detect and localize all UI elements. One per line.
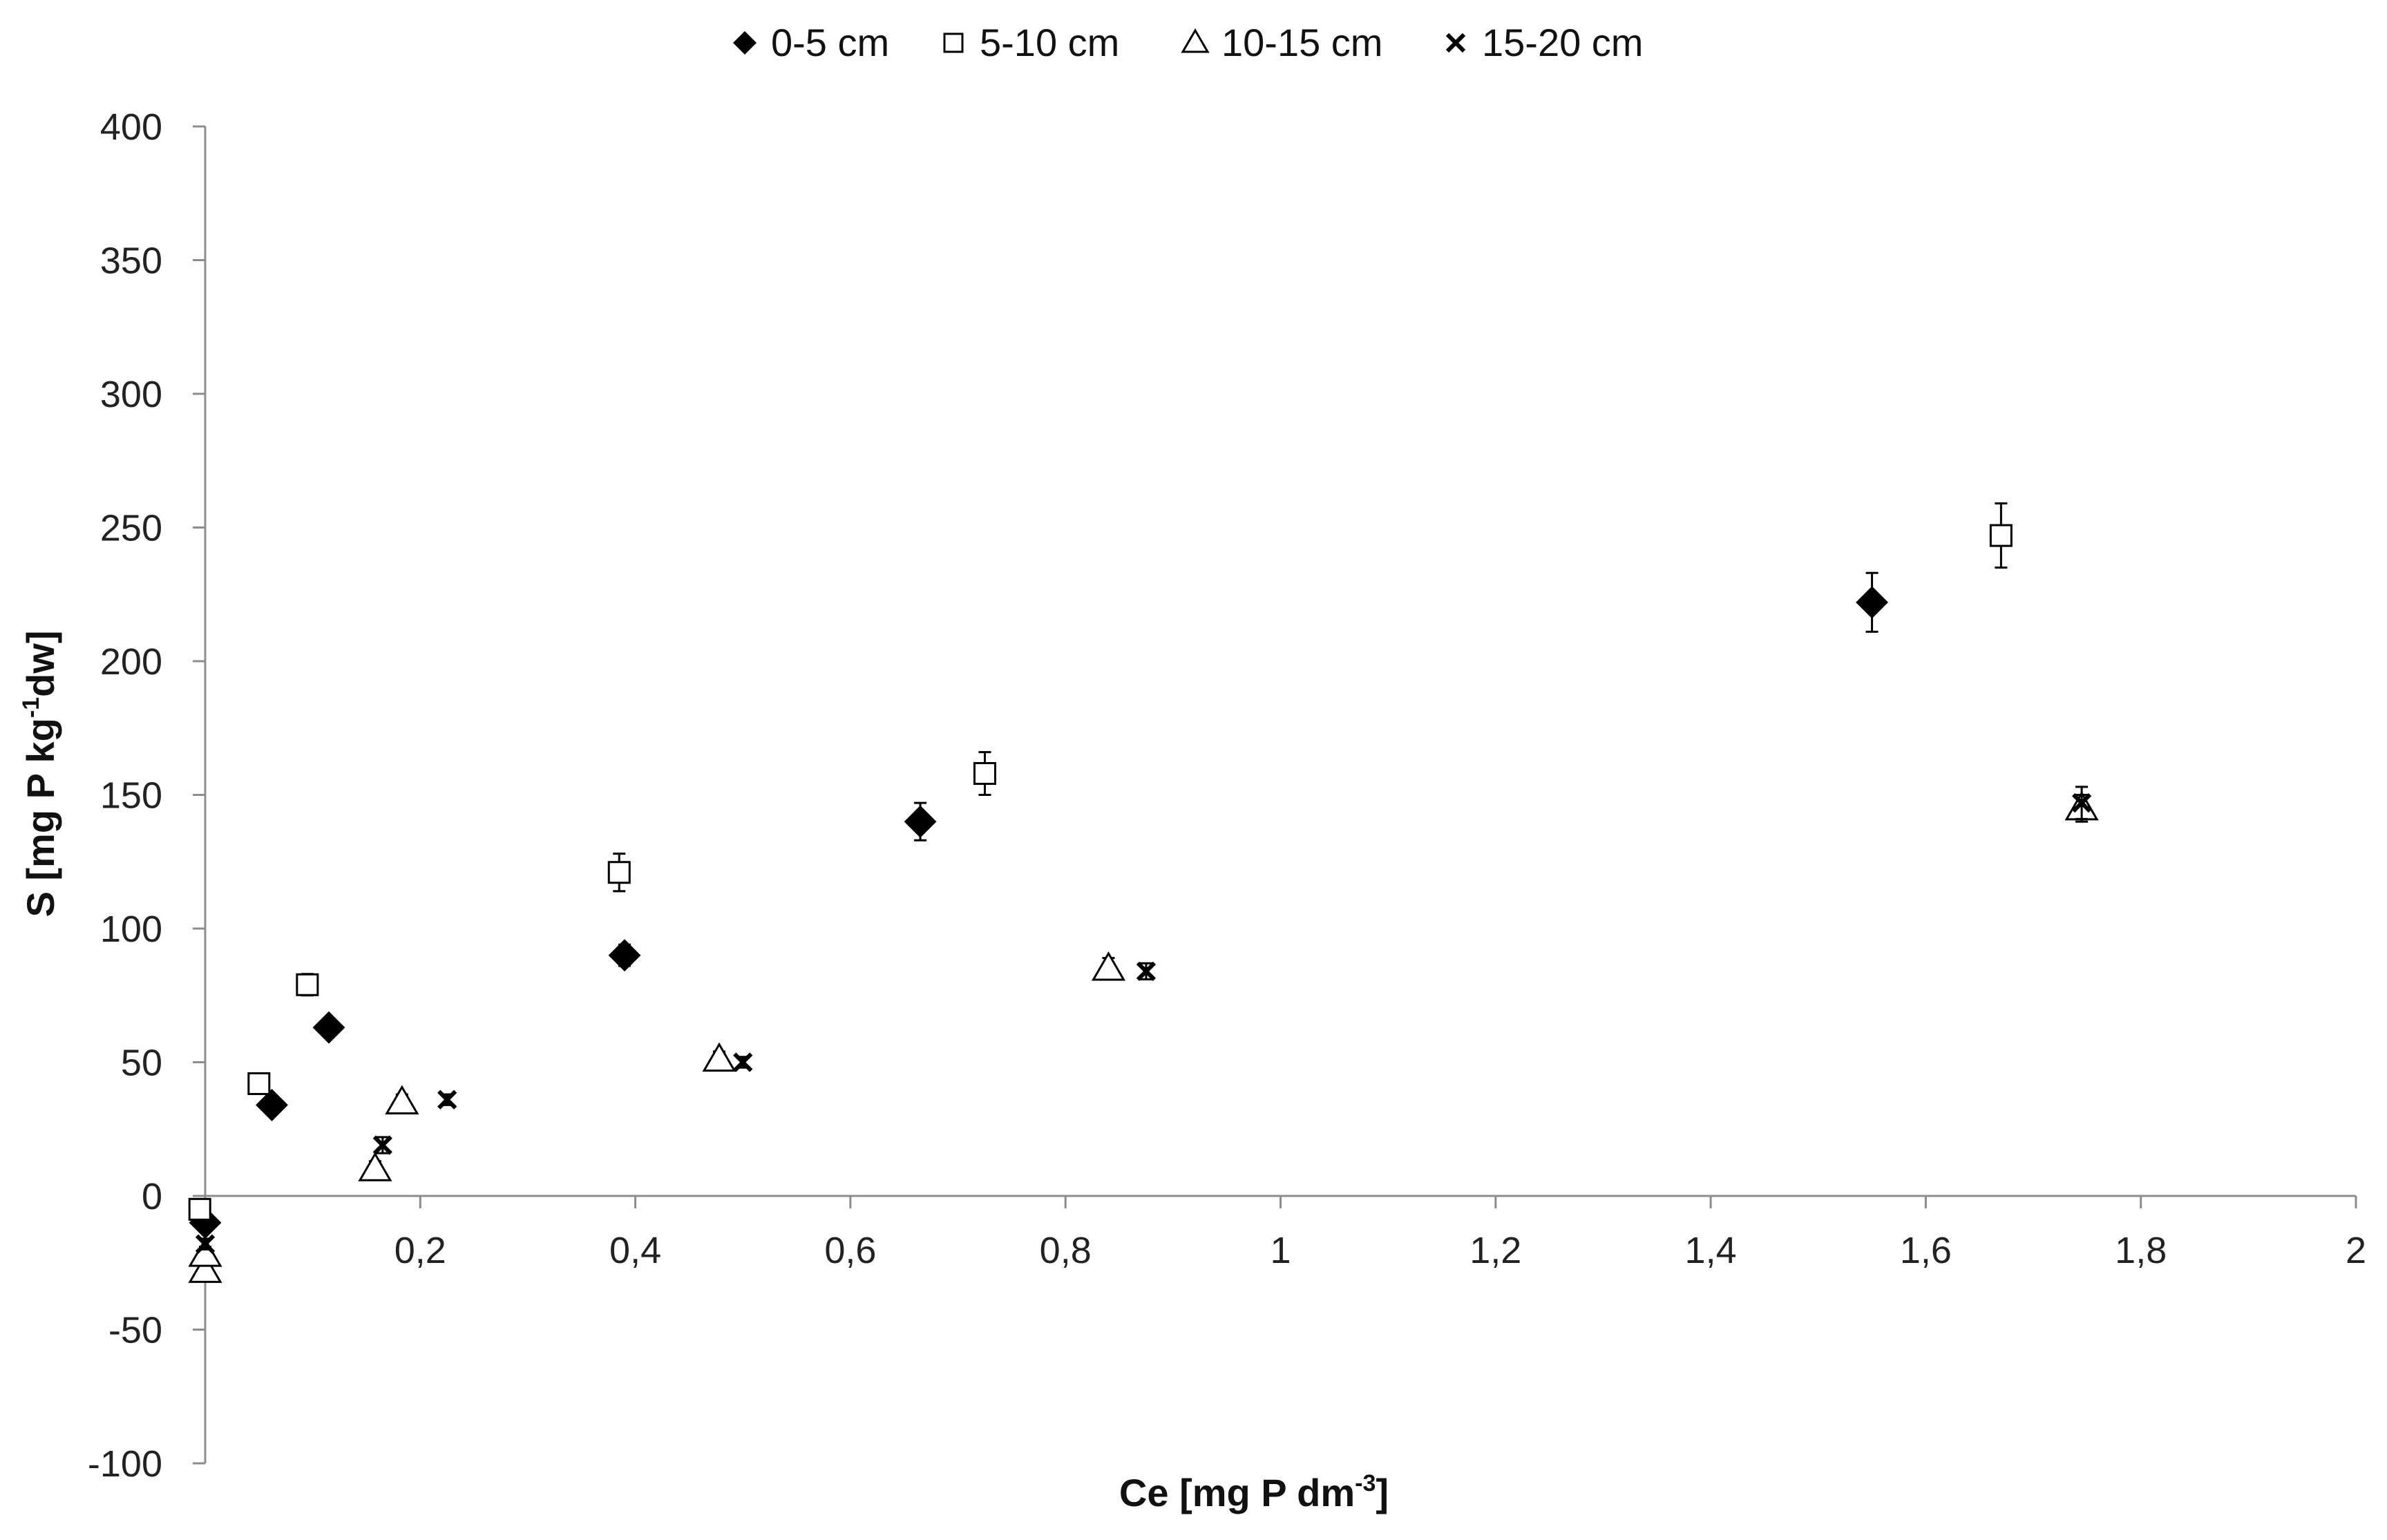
legend-item: 10-15 cm xyxy=(1181,21,1382,64)
x-tick-label: 2 xyxy=(2346,1230,2366,1271)
y-tick-label: 300 xyxy=(100,374,162,415)
tick-labels: -100 -50 0 50 100 150 200 250 300 350 400 0,2 0,4 0,6… xyxy=(88,106,2366,1485)
data-point xyxy=(607,861,631,884)
legend: 0-5 cm 5-10 cm 10-15 cm 15-20 cm xyxy=(733,21,1643,64)
x-axis-title: Ce [mg P dm-3] xyxy=(1119,1470,1389,1514)
data-point xyxy=(188,1253,222,1283)
y-tick-label: 350 xyxy=(100,240,162,282)
legend-marker xyxy=(1445,32,1466,53)
x-tick-label: 1 xyxy=(1270,1230,1291,1271)
y-axis-title-suffix: dw] xyxy=(19,630,62,696)
x-tick-label: 0,6 xyxy=(824,1230,876,1271)
legend-label: 5-10 cm xyxy=(980,21,1119,64)
x-tick-label: 1,6 xyxy=(1900,1230,1952,1271)
y-tick-label: 150 xyxy=(100,775,162,817)
data-point xyxy=(1091,951,1126,981)
legend-label: 15-20 cm xyxy=(1482,21,1643,64)
x-tick-label: 0,8 xyxy=(1040,1230,1092,1271)
series-4 xyxy=(195,786,2092,1254)
legend-marker xyxy=(1181,28,1210,53)
y-tick-label: 250 xyxy=(100,508,162,549)
legend-label: 0-5 cm xyxy=(771,21,889,64)
data-point xyxy=(188,1197,211,1221)
x-marker-stroke xyxy=(1136,961,1157,982)
plot-area xyxy=(188,502,2099,1283)
y-tick-label: 100 xyxy=(100,909,162,950)
legend-item: 15-20 cm xyxy=(1445,21,1643,64)
data-point xyxy=(608,939,641,972)
legend-marker xyxy=(943,32,964,53)
y-axis-title: S [mg P kg-1dw] xyxy=(18,630,62,917)
x-tick-label: 1,4 xyxy=(1685,1230,1737,1271)
data-point xyxy=(385,1085,419,1115)
data-point xyxy=(1136,961,1157,982)
data-point xyxy=(1989,524,2013,547)
data-point xyxy=(1856,586,1888,619)
data-point xyxy=(904,805,937,838)
data-point xyxy=(2071,792,2092,813)
x-tick-label: 1,8 xyxy=(2115,1230,2167,1271)
y-tick-label: 400 xyxy=(100,106,162,148)
data-point xyxy=(195,1234,216,1254)
y-tick-label: 0 xyxy=(142,1176,162,1217)
x-marker-stroke xyxy=(437,1090,457,1110)
x-marker-stroke xyxy=(2071,792,2092,813)
legend-item: 0-5 cm xyxy=(733,21,889,64)
x-marker-stroke xyxy=(733,1052,753,1072)
series-3 xyxy=(188,790,2099,1283)
data-point xyxy=(312,1011,345,1044)
data-point xyxy=(702,1042,736,1072)
x-marker-stroke xyxy=(195,1234,216,1254)
x-tick-label: 0,4 xyxy=(609,1230,661,1271)
data-point xyxy=(733,1052,753,1072)
data-point xyxy=(296,973,319,996)
data-point xyxy=(358,1152,392,1181)
x-axis-title-main: Ce [mg P dm xyxy=(1119,1471,1355,1514)
y-tick-label: -100 xyxy=(88,1443,162,1485)
legend-item: 5-10 cm xyxy=(943,21,1119,64)
x-tick-label: 1,2 xyxy=(1470,1230,1521,1271)
data-point xyxy=(372,1135,392,1155)
legend-marker-stroke xyxy=(1445,32,1466,53)
y-tick-label: 50 xyxy=(121,1043,162,1084)
series-2 xyxy=(188,502,2013,1221)
x-axis-title-superscript: -3 xyxy=(1355,1470,1376,1496)
x-tick-label: 0,2 xyxy=(394,1230,446,1271)
data-point xyxy=(256,1089,288,1121)
x-axis-title-suffix: ] xyxy=(1376,1471,1389,1514)
y-tick-label: -50 xyxy=(108,1310,162,1351)
legend-label: 10-15 cm xyxy=(1221,21,1382,64)
series-1 xyxy=(189,571,1888,1239)
x-marker-stroke xyxy=(372,1135,392,1155)
data-point xyxy=(973,762,996,786)
data-point xyxy=(247,1072,271,1095)
y-axis-title-superscript: -1 xyxy=(18,697,44,718)
legend-marker xyxy=(733,31,757,55)
data-point xyxy=(437,1090,457,1110)
y-tick-label: 200 xyxy=(100,641,162,683)
y-axis-title-main: S [mg P kg xyxy=(19,718,62,917)
